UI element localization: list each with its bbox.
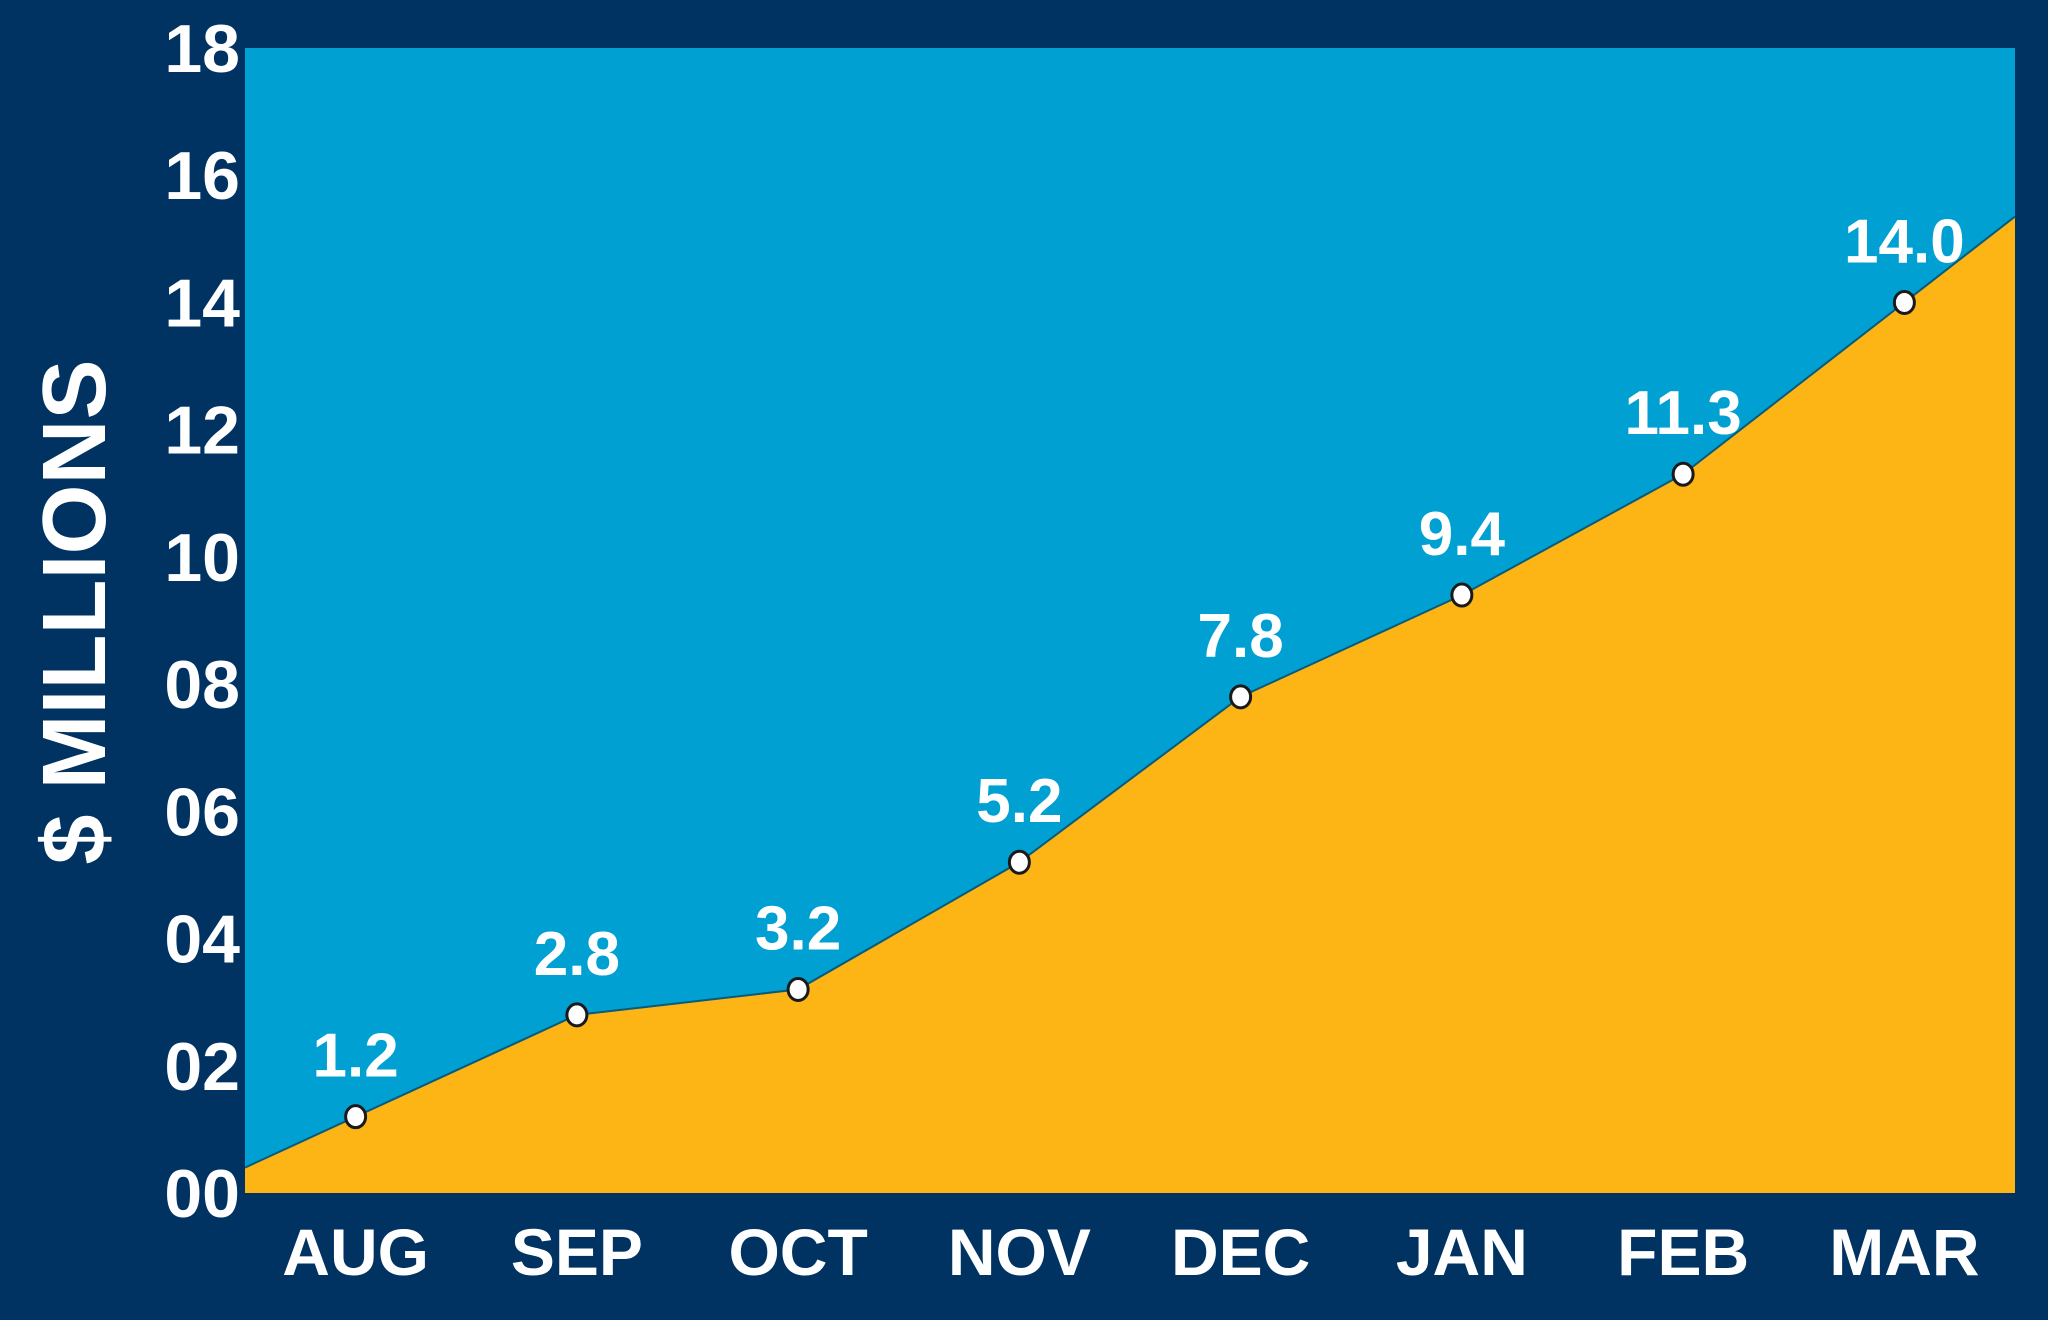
y-tick-label: 08 [164,647,240,723]
data-label-mar: 14.0 [1844,207,1965,276]
data-point-aug [344,1104,368,1130]
series-line [244,215,2016,1169]
data-point-mar [1892,289,1916,315]
data-label-nov: 5.2 [976,767,1062,836]
y-tick-label: 18 [164,11,240,87]
data-label-jan: 9.4 [1419,500,1506,569]
data-points [344,289,1916,1130]
y-tick-label: 00 [164,1156,240,1232]
area-fill [245,216,2015,1194]
data-point-sep [565,1002,589,1028]
data-label-dec: 7.8 [1198,602,1284,671]
data-label-sep: 2.8 [534,920,620,989]
data-labels: 1.2 2.8 3.2 5.2 7.8 9.4 11.3 14.0 [313,207,1965,1090]
x-tick-label-aug: AUG [282,1215,429,1289]
data-label-feb: 11.3 [1625,379,1742,448]
y-tick-label: 02 [164,1029,240,1105]
y-axis-ticks: 00 02 04 06 08 10 12 14 16 18 [164,11,240,1232]
y-tick-label: 10 [164,520,240,596]
x-tick-label-feb: FEB [1617,1215,1749,1289]
x-tick-label-dec: DEC [1171,1215,1310,1289]
data-point-nov [1007,849,1031,875]
data-point-dec [1229,684,1253,710]
data-label-oct: 3.2 [755,894,841,963]
x-tick-label-jan: JAN [1396,1215,1528,1289]
y-tick-label: 16 [164,138,240,214]
x-tick-label-mar: MAR [1829,1215,1979,1289]
data-label-aug: 1.2 [313,1022,399,1091]
x-tick-label-nov: NOV [948,1215,1091,1289]
data-point-jan [1450,582,1474,608]
y-tick-label: 04 [164,902,240,978]
data-point-oct [786,976,810,1002]
data-point-feb [1671,461,1695,487]
y-tick-label: 14 [164,265,240,341]
y-tick-label: 12 [164,393,240,469]
y-tick-label: 06 [164,774,240,850]
y-axis-label: $ MILLIONS [25,359,125,864]
x-tick-label-sep: SEP [511,1215,643,1289]
x-tick-label-oct: OCT [728,1215,867,1289]
x-axis-ticks: AUG SEP OCT NOV DEC JAN FEB MAR [282,1215,1979,1289]
